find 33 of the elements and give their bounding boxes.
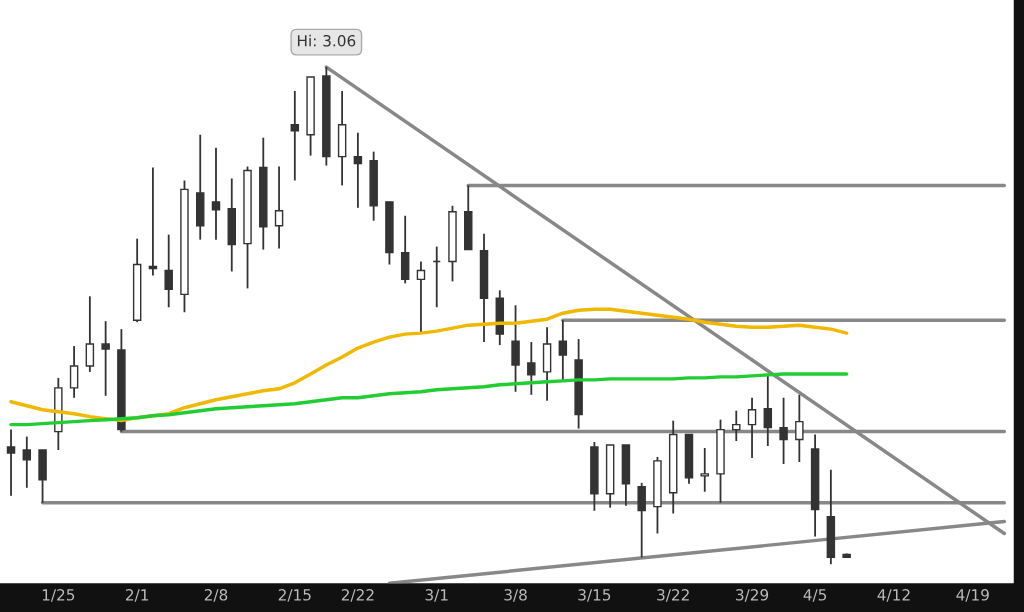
text: Hi: 3.06 — [297, 34, 356, 47]
candlestick — [511, 304, 520, 393]
x-tick-label: 4/19 — [956, 589, 989, 602]
candlestick — [527, 341, 536, 396]
candlestick — [795, 393, 804, 463]
candlestick — [6, 428, 16, 497]
candlestick — [164, 233, 173, 309]
x-tick-label: 3/29 — [736, 589, 769, 602]
candlestick — [211, 146, 221, 241]
candlestick — [290, 90, 300, 182]
x-tick-label: 3/8 — [504, 589, 527, 602]
candlestick — [637, 481, 646, 559]
candlestick — [416, 260, 426, 334]
candlestick — [274, 165, 284, 250]
x-tick-label: 2/1 — [125, 589, 149, 602]
candlestick — [779, 396, 788, 465]
x-tick-label: 4/12 — [877, 589, 910, 602]
x-tick-label: 3/22 — [657, 589, 689, 602]
candlestick — [85, 295, 95, 373]
candlestick — [732, 409, 741, 442]
x-tick-label: 2/15 — [278, 589, 311, 602]
x-tick-label: 3/1 — [425, 589, 448, 602]
candlestick — [22, 435, 32, 489]
x-tick-label: 1/25 — [42, 589, 75, 602]
candlestick — [69, 345, 79, 399]
x-tick-label: 3/15 — [578, 589, 611, 602]
candlestick — [101, 320, 110, 397]
x-tick-label: 2/8 — [204, 589, 228, 602]
x-tick-label: 4/5 — [803, 589, 827, 602]
candlestick — [700, 447, 709, 493]
candlestick — [747, 396, 757, 459]
candlestick — [353, 131, 363, 209]
x-tick-label: 2/22 — [341, 589, 374, 602]
